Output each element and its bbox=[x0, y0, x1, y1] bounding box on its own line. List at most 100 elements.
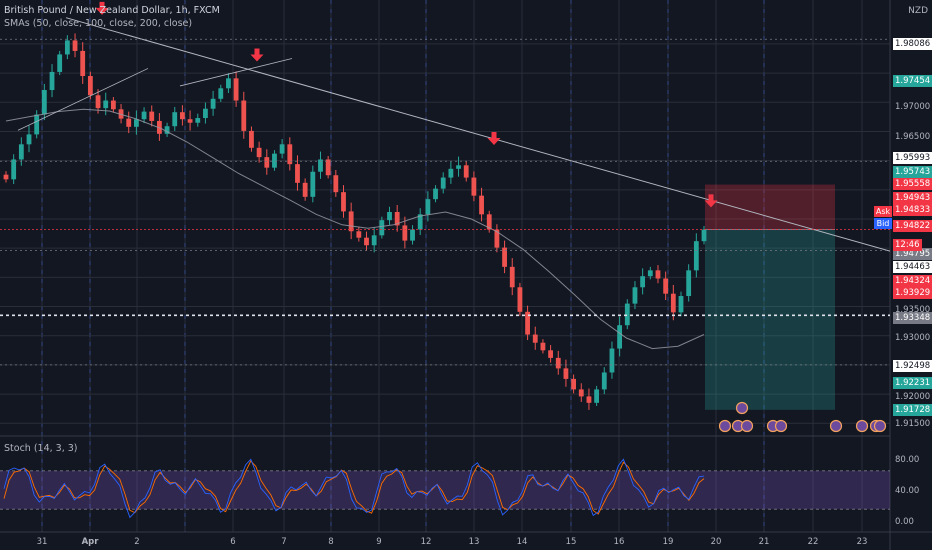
symbol-title[interactable]: British Pound / New Zealand Dollar, 1h, … bbox=[4, 5, 220, 16]
candle-body bbox=[34, 114, 40, 135]
candle-body bbox=[555, 357, 561, 369]
candle-body bbox=[701, 229, 707, 242]
economic-event-icon bbox=[735, 401, 749, 415]
time-axis-label: 9 bbox=[376, 537, 382, 547]
bid-label: Bid bbox=[874, 218, 892, 229]
economic-event-icon bbox=[718, 419, 732, 433]
candle-body bbox=[678, 296, 684, 313]
candle-body bbox=[302, 182, 308, 197]
economic-event-markers[interactable] bbox=[718, 401, 887, 433]
price-axis-label: 1.92000 bbox=[895, 392, 931, 402]
stochastic-pane bbox=[0, 458, 890, 519]
sma-200-line bbox=[5, 108, 705, 350]
time-axis-label: 8 bbox=[328, 537, 334, 547]
candle-body bbox=[624, 303, 630, 326]
candle-body bbox=[540, 342, 546, 351]
channel-line bbox=[179, 58, 293, 87]
candle-body bbox=[563, 368, 569, 379]
candle-body bbox=[417, 214, 423, 230]
time-axis-label: 23 bbox=[856, 537, 868, 547]
price-axis-label: 1.91728 bbox=[893, 404, 932, 416]
descending-trendline bbox=[65, 17, 891, 252]
candle-body bbox=[609, 348, 615, 373]
time-axis-label: 13 bbox=[468, 537, 480, 547]
candle-body bbox=[210, 98, 216, 109]
currency-label: NZD bbox=[908, 6, 928, 16]
price-axis-label: 1.94795 bbox=[893, 248, 932, 260]
candle-body bbox=[203, 108, 208, 119]
candle-body bbox=[325, 159, 331, 176]
time-axis-label: 7 bbox=[281, 537, 287, 547]
candle-body bbox=[663, 278, 669, 294]
candle-body bbox=[233, 78, 239, 101]
price-axis-label: 1.98086 bbox=[893, 38, 932, 50]
chart-overlays bbox=[0, 1, 891, 366]
sell-arrow-icon bbox=[487, 131, 501, 145]
candle-body bbox=[333, 175, 339, 193]
candle-body bbox=[655, 270, 661, 279]
price-axis-label: 1.93500 bbox=[895, 305, 931, 315]
candle-body bbox=[571, 378, 577, 390]
price-axis-label: 1.92231 bbox=[893, 377, 932, 389]
candle-body bbox=[647, 270, 653, 277]
candle-body bbox=[249, 130, 254, 148]
candle-body bbox=[180, 112, 185, 120]
sell-arrow-icon bbox=[250, 48, 264, 62]
sma-indicator-label[interactable]: SMAs (50, close, 100, close, 200, close) bbox=[4, 18, 193, 29]
candle-body bbox=[256, 147, 262, 158]
candle-body bbox=[341, 192, 346, 212]
stoch-axis-label: 80.00 bbox=[895, 455, 920, 465]
candle-body bbox=[241, 100, 247, 131]
candle-body bbox=[64, 40, 70, 55]
candle-body bbox=[456, 165, 461, 169]
candle-body bbox=[448, 168, 454, 178]
candle-body bbox=[502, 247, 507, 267]
candle-body bbox=[287, 144, 293, 165]
candle-body bbox=[387, 211, 392, 221]
candle-body bbox=[532, 334, 538, 343]
candle-body bbox=[149, 111, 155, 121]
stochastic-indicator-label[interactable]: Stoch (14, 3, 3) bbox=[4, 443, 78, 454]
price-axis-label: 1.96500 bbox=[895, 132, 931, 142]
candle-body bbox=[49, 71, 55, 91]
economic-event-icon bbox=[829, 419, 843, 433]
candle-body bbox=[402, 225, 408, 241]
price-axis-label: 1.93348 bbox=[893, 312, 932, 324]
price-axis-label: 1.93000 bbox=[895, 333, 931, 343]
candle-body bbox=[548, 350, 553, 358]
short-position-tool[interactable] bbox=[705, 184, 835, 410]
stoch-axis-label: 40.00 bbox=[895, 486, 920, 496]
economic-event-icon bbox=[774, 419, 788, 433]
economic-event-icon bbox=[855, 419, 869, 433]
economic-event-icon bbox=[740, 419, 754, 433]
stoch-k-line bbox=[3, 458, 705, 519]
time-axis-label: 16 bbox=[613, 537, 625, 547]
candle-body bbox=[272, 153, 277, 168]
candle-body bbox=[486, 214, 492, 230]
price-axis-label: 1.97454 bbox=[893, 75, 932, 87]
time-axis-label: 15 bbox=[565, 537, 577, 547]
sell-arrow-icon bbox=[704, 194, 718, 208]
candle-body bbox=[479, 195, 484, 215]
candle-body bbox=[601, 372, 607, 390]
candle-body bbox=[632, 287, 638, 304]
time-axis-label: 19 bbox=[662, 537, 674, 547]
candle-body bbox=[356, 231, 362, 238]
candle-body bbox=[195, 118, 201, 123]
price-axis-label: 1.94833 bbox=[893, 204, 932, 216]
candle-body bbox=[670, 293, 676, 313]
candle-body bbox=[126, 118, 132, 127]
candle-body bbox=[110, 100, 116, 110]
price-candles bbox=[3, 33, 707, 410]
candle-body bbox=[578, 389, 584, 397]
candle-body bbox=[57, 54, 63, 72]
candle-body bbox=[318, 159, 323, 172]
candle-body bbox=[517, 287, 523, 312]
price-axis-label: 1.94943 bbox=[893, 192, 932, 204]
candle-body bbox=[80, 50, 86, 77]
price-axis-label: 1.93929 bbox=[893, 287, 932, 299]
candle-body bbox=[371, 235, 377, 246]
candle-body bbox=[425, 199, 431, 215]
